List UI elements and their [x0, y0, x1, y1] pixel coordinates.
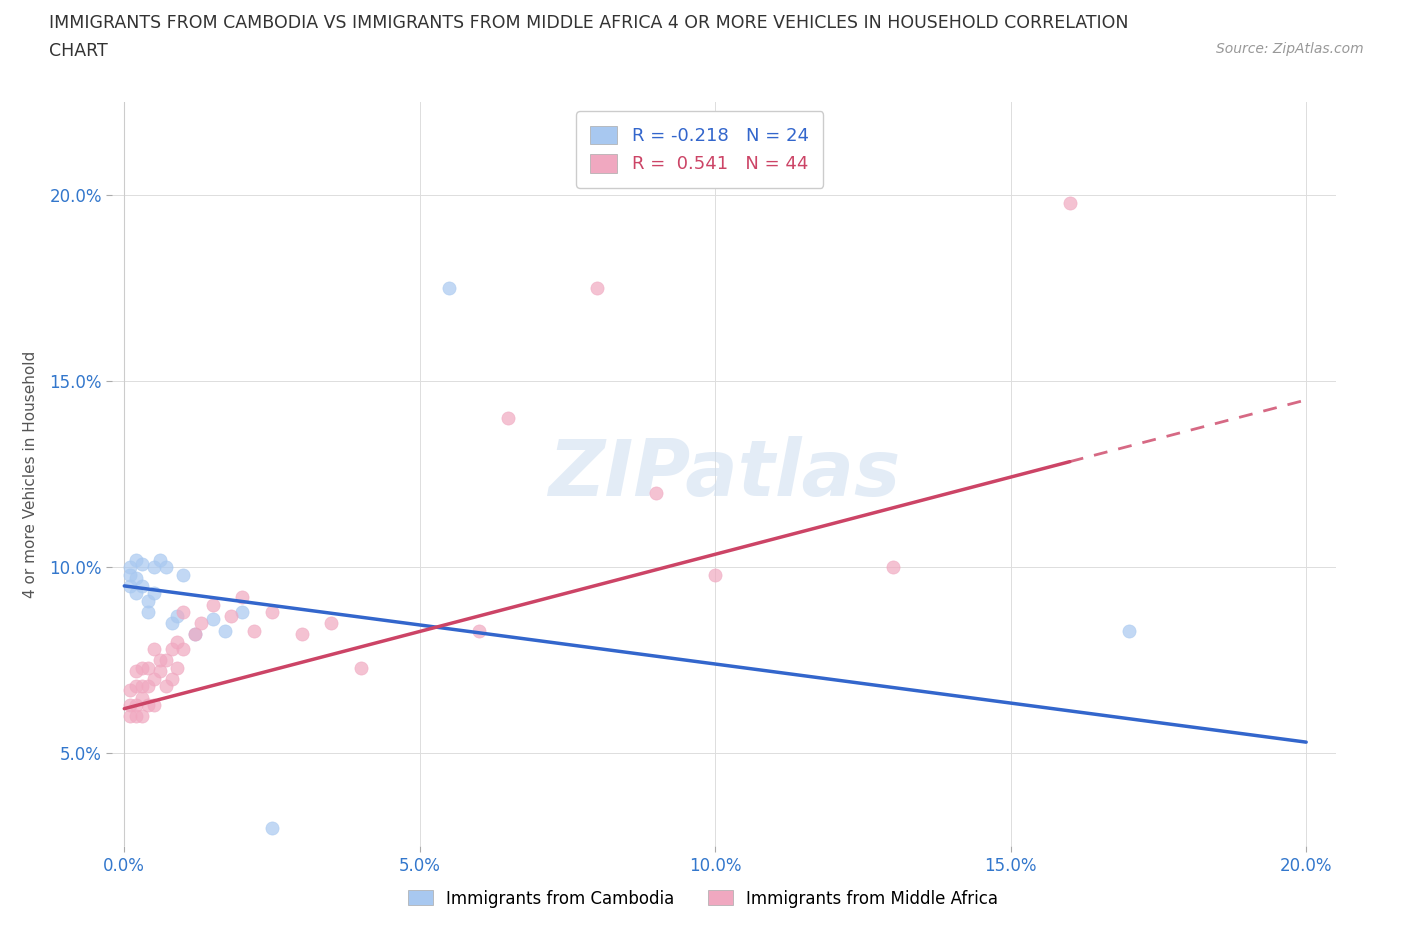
Point — [125, 709, 148, 724]
Point — [136, 660, 159, 675]
Point — [172, 567, 194, 582]
Point — [160, 642, 183, 657]
Point — [125, 698, 148, 712]
Point — [131, 660, 153, 675]
Point — [155, 679, 177, 694]
Y-axis label: 4 or more Vehicles in Household: 4 or more Vehicles in Household — [24, 351, 38, 598]
Point — [439, 281, 461, 296]
Point — [1118, 623, 1140, 638]
Point — [172, 604, 194, 619]
Point — [142, 586, 165, 601]
Point — [120, 578, 142, 593]
Point — [136, 698, 159, 712]
Point — [125, 586, 148, 601]
Point — [350, 660, 373, 675]
Point — [155, 653, 177, 668]
Text: ZIPatlas: ZIPatlas — [548, 436, 900, 512]
Point — [184, 627, 207, 642]
Point — [136, 604, 159, 619]
Point — [120, 698, 142, 712]
Point — [219, 608, 242, 623]
Point — [321, 616, 343, 631]
Point — [142, 560, 165, 575]
Point — [160, 616, 183, 631]
Point — [166, 608, 188, 623]
Point — [468, 623, 491, 638]
Point — [201, 597, 224, 612]
Point — [882, 560, 904, 575]
Point — [231, 604, 253, 619]
Point — [1059, 195, 1081, 210]
Point — [125, 552, 148, 567]
Point — [172, 642, 194, 657]
Point — [125, 571, 148, 586]
Point — [260, 604, 283, 619]
Text: Source: ZipAtlas.com: Source: ZipAtlas.com — [1216, 42, 1364, 56]
Point — [131, 690, 153, 705]
Point — [120, 683, 142, 698]
Point — [498, 411, 520, 426]
Point — [586, 281, 609, 296]
Point — [136, 593, 159, 608]
Point — [201, 612, 224, 627]
Point — [125, 664, 148, 679]
Point — [149, 653, 172, 668]
Point — [120, 567, 142, 582]
Point — [155, 560, 177, 575]
Point — [160, 671, 183, 686]
Point — [214, 623, 236, 638]
Text: IMMIGRANTS FROM CAMBODIA VS IMMIGRANTS FROM MIDDLE AFRICA 4 OR MORE VEHICLES IN : IMMIGRANTS FROM CAMBODIA VS IMMIGRANTS F… — [49, 14, 1129, 32]
Point — [260, 820, 283, 835]
Point — [243, 623, 266, 638]
Point — [125, 679, 148, 694]
Point — [142, 698, 165, 712]
Point — [120, 560, 142, 575]
Point — [149, 664, 172, 679]
Point — [645, 485, 668, 500]
Point — [131, 578, 153, 593]
Point — [120, 709, 142, 724]
Point — [142, 642, 165, 657]
Point — [131, 556, 153, 571]
Point — [190, 616, 212, 631]
Point — [704, 567, 727, 582]
Legend: R = -0.218   N = 24, R =  0.541   N = 44: R = -0.218 N = 24, R = 0.541 N = 44 — [576, 112, 824, 188]
Point — [231, 590, 253, 604]
Point — [166, 634, 188, 649]
Point — [184, 627, 207, 642]
Point — [142, 671, 165, 686]
Point — [149, 552, 172, 567]
Point — [136, 679, 159, 694]
Text: CHART: CHART — [49, 42, 108, 60]
Point — [131, 679, 153, 694]
Legend: Immigrants from Cambodia, Immigrants from Middle Africa: Immigrants from Cambodia, Immigrants fro… — [401, 883, 1005, 914]
Point — [290, 627, 312, 642]
Point — [166, 660, 188, 675]
Point — [131, 709, 153, 724]
